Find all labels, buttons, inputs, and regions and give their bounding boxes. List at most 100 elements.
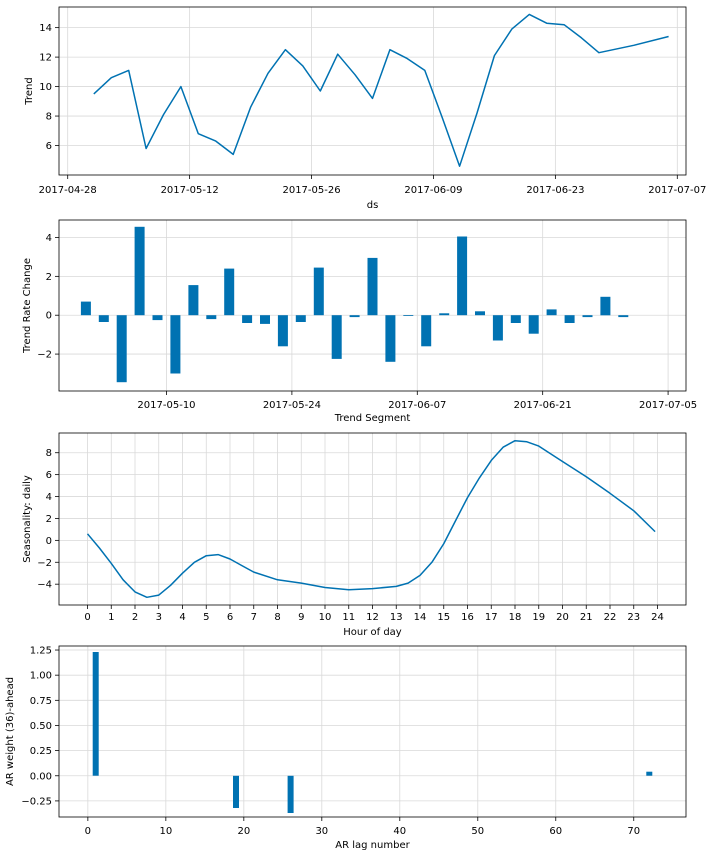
- seasonality-daily-chart: 0 1 2 3 4 5 6 7 8 9 10 11 12 13 14 15 16 17 18 19 20 21 22 23 24…: [22, 432, 687, 638]
- seasonality-daily-series-line: [86, 439, 656, 599]
- ar-weights-y-tick-label: 0.75: [30, 696, 52, 707]
- trend-rate-change-bar: [528, 315, 539, 334]
- trend-rate-change-bar: [206, 315, 217, 320]
- trend-rate-change-bar: [403, 315, 414, 316]
- seasonality-daily-y-tick-label: −2: [37, 558, 52, 569]
- trend-rate-change-bar: [98, 315, 109, 322]
- trend-rate-change-bar: [313, 267, 324, 316]
- trend-rate-change-bar: [618, 315, 629, 318]
- seasonality-daily-x-tick-label: 24: [651, 612, 664, 623]
- ar-weights-bar: [287, 775, 294, 813]
- seasonality-daily-y-tick-label: 6: [46, 470, 52, 481]
- seasonality-daily-y-tick-label: 8: [46, 448, 52, 459]
- seasonality-daily-x-tick-label: 9: [298, 612, 304, 623]
- trend-rate-change-x-tick-label: 2017-06-07: [388, 400, 446, 411]
- seasonality-daily-x-tick-label: 6: [227, 612, 233, 623]
- seasonality-daily-x-tick-label: 12: [366, 612, 379, 623]
- ar-weights-bar: [646, 771, 653, 776]
- seasonality-daily-x-tick-label: 11: [342, 612, 355, 623]
- trend-x-tick-label: 2017-04-28: [39, 185, 97, 196]
- ar-weights-x-tick-label: 10: [159, 826, 172, 837]
- seasonality-daily-x-tick-label: 13: [390, 612, 403, 623]
- seasonality-daily-x-axis-label: Hour of day: [343, 627, 402, 638]
- trend-rate-change-bar: [582, 315, 593, 318]
- ar-weights-x-tick-label: 70: [627, 826, 640, 837]
- ar-weights-x-tick-label: 0: [85, 826, 91, 837]
- seasonality-daily-x-tick-label: 17: [485, 612, 498, 623]
- ar-weights-y-tick-label: 0.50: [30, 721, 52, 732]
- trend-y-tick-label: 10: [39, 82, 52, 93]
- ar-weights-y-tick-label: 1.00: [30, 671, 52, 682]
- ar-weights-x-tick-label: 60: [549, 826, 562, 837]
- trend-plot-frame: [58, 6, 687, 176]
- seasonality-daily-y-tick-label: 0: [46, 536, 52, 547]
- ar-weights-x-tick-label: 40: [393, 826, 406, 837]
- trend-rate-change-bar: [170, 315, 181, 374]
- trend-rate-change-bar: [260, 315, 270, 324]
- trend-rate-change-y-axis-label: Trend Rate Change: [22, 258, 33, 354]
- trend-rate-change-bar: [134, 226, 145, 316]
- trend-y-tick-label: 14: [39, 23, 52, 34]
- trend-rate-change-bar: [385, 315, 396, 362]
- seasonality-daily-x-tick-label: 18: [509, 612, 522, 623]
- trend-rate-change-bar: [439, 313, 450, 316]
- ar-weights-y-tick-label: 1.25: [30, 646, 52, 657]
- trend-rate-change-x-tick-label: 2017-07-05: [639, 400, 697, 411]
- ar-weights-y-axis-label: AR weight (36)-ahead: [5, 677, 16, 786]
- trend-rate-change-y-tick-label: 4: [46, 233, 52, 244]
- ar-weights-bar: [233, 775, 239, 808]
- ar-weights-bar: [92, 652, 99, 776]
- seasonality-daily-y-axis-label: Seasonality: daily: [22, 475, 33, 563]
- ar-weights-plot-frame: [58, 645, 687, 818]
- seasonality-daily-x-tick-label: 7: [251, 612, 257, 623]
- trend-rate-change-bar: [492, 315, 503, 341]
- trend-rate-change-bar: [116, 315, 127, 383]
- trend-chart: 2017-04-28 2017-05-12 2017-05-26 2017-06-09…: [24, 6, 706, 211]
- trend-rate-change-bar: [331, 315, 342, 359]
- seasonality-daily-y-tick-label: −4: [37, 580, 52, 591]
- trend-rate-change-x-tick-label: 2017-05-10: [137, 400, 195, 411]
- seasonality-daily-x-tick-label: 4: [179, 612, 185, 623]
- ar-weights-x-axis-label: AR lag number: [335, 840, 410, 851]
- trend-rate-change-plot-frame: [58, 219, 687, 392]
- trend-rate-change-x-axis-label: Trend Segment: [334, 413, 411, 424]
- trend-y-axis-label: Trend: [24, 77, 35, 105]
- trend-rate-change-x-tick-label: 2017-05-24: [263, 400, 321, 411]
- seasonality-daily-x-tick-label: 19: [532, 612, 545, 623]
- seasonality-daily-y-tick-label: 4: [46, 492, 52, 503]
- seasonality-daily-x-tick-label: 2: [132, 612, 138, 623]
- ar-weights-y-tick-label: 0.25: [30, 746, 52, 757]
- seasonality-daily-x-tick-label: 8: [274, 612, 280, 623]
- trend-y-tick-label: 8: [46, 112, 52, 123]
- seasonality-daily-x-tick-label: 22: [604, 612, 617, 623]
- ar-weights-y-tick-label: 0.00: [30, 771, 52, 782]
- trend-rate-change-bar: [349, 315, 360, 318]
- trend-rate-change-bar: [188, 285, 199, 316]
- trend-x-tick-label: 2017-06-23: [526, 185, 584, 196]
- trend-series-line: [93, 13, 669, 167]
- trend-x-axis-label: ds: [367, 200, 379, 211]
- trend-y-tick-label: 6: [46, 141, 52, 152]
- seasonality-daily-x-tick-label: 1: [108, 612, 114, 623]
- trend-x-tick-label: 2017-05-26: [282, 185, 340, 196]
- trend-rate-change-bar: [510, 315, 521, 323]
- ar-weights-x-tick-label: 20: [237, 826, 250, 837]
- ar-weights-chart: 0 10 20 30 40 50 60 70 −0.25 0.00 0.25 0.50 0.75 1.00…: [5, 645, 687, 851]
- trend-grid: [59, 7, 686, 175]
- seasonality-daily-x-tick-label: 14: [414, 612, 427, 623]
- trend-rate-change-chart: 2017-05-10 2017-05-24 2017-06-07 2017-06-21…: [22, 219, 697, 424]
- trend-x-tick-label: 2017-05-12: [161, 185, 219, 196]
- ar-weights-x-tick-label: 30: [315, 826, 328, 837]
- seasonality-daily-x-tick-label: 21: [580, 612, 593, 623]
- trend-rate-change-bar: [457, 236, 468, 316]
- seasonality-daily-x-tick-label: 3: [156, 612, 162, 623]
- trend-rate-change-bar: [80, 301, 91, 316]
- ar-weights-grid: [59, 646, 686, 817]
- trend-rate-change-bar: [564, 315, 575, 323]
- trend-rate-change-bar: [421, 315, 432, 347]
- seasonality-daily-x-tick-label: 0: [84, 612, 90, 623]
- trend-x-tick-label: 2017-06-09: [404, 185, 462, 196]
- seasonality-daily-x-tick-label: 5: [203, 612, 209, 623]
- trend-rate-change-bar: [242, 315, 253, 323]
